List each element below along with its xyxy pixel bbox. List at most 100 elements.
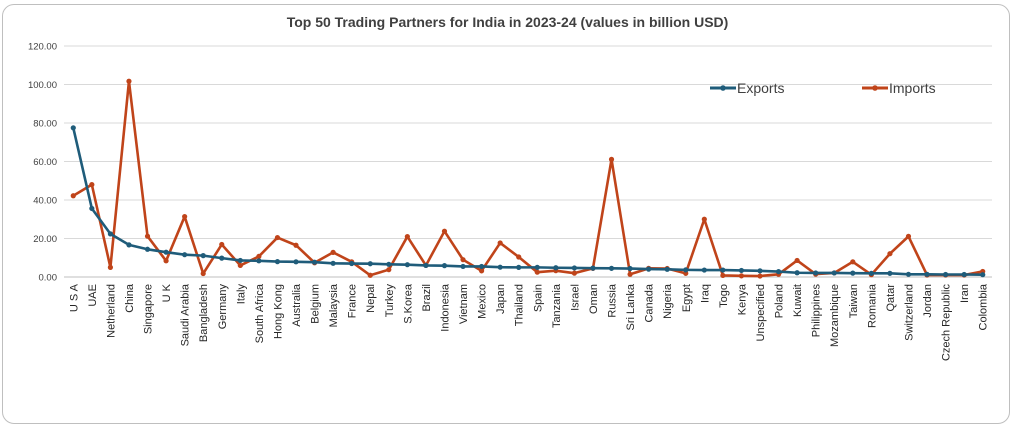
x-tick-label: Iran	[959, 284, 971, 303]
data-point-imports	[534, 269, 540, 275]
x-tick-label: South Africa	[254, 283, 266, 343]
data-point-exports	[571, 265, 578, 271]
x-tick-label: Switzerland	[903, 284, 915, 341]
data-point-imports	[386, 267, 392, 273]
y-tick-label: 40.00	[33, 196, 57, 207]
y-tick-label: 0.00	[39, 273, 58, 284]
data-point-imports	[70, 193, 76, 199]
x-tick-label: Togo	[718, 284, 730, 308]
data-point-exports	[330, 260, 336, 266]
data-point-exports	[144, 246, 151, 252]
data-point-exports	[441, 263, 448, 269]
data-point-imports	[404, 233, 410, 240]
data-point-exports	[868, 270, 874, 276]
data-point-exports	[516, 264, 522, 270]
data-point-imports	[144, 233, 151, 239]
x-tick-label: Malaysia	[328, 283, 340, 327]
x-tick-label: Brazil	[421, 284, 433, 312]
series-layer	[70, 78, 986, 279]
x-tick-label: S.Korea	[402, 283, 414, 324]
data-point-exports	[182, 252, 188, 258]
data-point-exports	[237, 257, 243, 264]
x-tick-label: Tanzania	[551, 283, 563, 328]
series-line-exports	[72, 127, 983, 276]
data-point-imports	[163, 258, 169, 264]
series-line-imports	[72, 79, 983, 278]
x-tick-label: Hong Kong	[272, 284, 284, 339]
data-point-exports	[200, 253, 206, 259]
x-tick-label: Unspecified	[755, 284, 767, 341]
data-point-exports	[293, 259, 299, 265]
x-tick-label: UAE	[87, 284, 99, 307]
data-point-imports	[293, 242, 299, 248]
x-tick-label: Turkey	[384, 284, 396, 318]
x-tick-label: Sri Lanka	[625, 283, 637, 330]
legend-dot-imports	[872, 85, 878, 91]
x-tick-label: Singapore	[143, 284, 155, 334]
gridlines	[64, 45, 992, 278]
x-tick-label: Russia	[607, 283, 619, 318]
chart-title: Top 50 Trading Partners for India in 202…	[286, 14, 729, 30]
data-point-imports	[887, 251, 893, 257]
data-point-exports	[534, 264, 540, 270]
x-tick-label: Nigeria	[662, 283, 674, 319]
x-tick-label: Czech Republic	[941, 284, 953, 362]
x-tick-label: Vietnam	[458, 284, 470, 324]
data-point-imports	[330, 249, 336, 255]
data-point-exports	[590, 265, 596, 271]
data-point-imports	[182, 213, 188, 220]
data-point-exports	[460, 263, 466, 270]
data-point-imports	[441, 228, 448, 234]
x-tick-label: Oman	[588, 284, 600, 314]
data-point-imports	[738, 273, 745, 279]
data-point-exports	[349, 260, 355, 267]
data-point-imports	[89, 182, 95, 188]
data-point-exports	[757, 268, 763, 274]
data-point-imports	[460, 257, 466, 263]
data-point-imports	[200, 270, 206, 277]
data-point-imports	[794, 257, 800, 264]
data-point-exports	[794, 270, 800, 276]
data-point-exports	[701, 267, 707, 273]
y-tick-label: 120.00	[28, 42, 57, 53]
x-tick-label: France	[347, 284, 359, 318]
y-tick-label: 80.00	[33, 119, 57, 130]
data-point-imports	[571, 270, 578, 276]
x-tick-label: China	[124, 283, 136, 313]
x-tick-label: Taiwan	[848, 284, 860, 318]
data-point-imports	[497, 240, 503, 246]
data-point-exports	[831, 270, 837, 276]
data-point-imports	[850, 259, 856, 265]
data-point-imports	[516, 254, 522, 260]
data-point-imports	[608, 156, 615, 162]
x-tick-label: Canada	[644, 283, 656, 322]
x-axis: U S A UAE Netherland China Singapore U K Saudi…	[68, 283, 989, 361]
y-tick-label: 20.00	[33, 234, 57, 245]
legend-dot-exports	[720, 85, 726, 91]
data-point-imports	[256, 253, 262, 260]
data-point-imports	[274, 234, 281, 241]
data-point-imports	[219, 241, 225, 248]
x-tick-label: Italy	[235, 284, 247, 305]
legend-label-imports: Imports	[889, 80, 936, 96]
x-tick-label: Thailand	[514, 284, 526, 326]
data-point-exports	[367, 261, 373, 267]
data-point-exports	[89, 205, 95, 212]
x-tick-label: Philippines	[811, 284, 823, 338]
x-tick-label: Spain	[532, 284, 544, 312]
x-tick-label: Nepal	[365, 284, 377, 313]
x-tick-label: Australia	[291, 283, 303, 327]
x-tick-label: Mexico	[477, 284, 489, 319]
data-point-imports	[367, 272, 373, 278]
y-tick-label: 60.00	[33, 157, 57, 168]
data-point-imports	[107, 264, 113, 270]
data-point-exports	[126, 242, 132, 248]
data-point-imports	[701, 216, 707, 222]
data-point-imports	[905, 233, 912, 239]
y-axis: 0.00 20.00 40.00 60.00 80.00 100.00 120.00	[28, 42, 57, 284]
x-tick-label: Iraq	[699, 284, 711, 303]
data-point-exports	[887, 270, 893, 276]
chart-frame	[2, 4, 1010, 424]
data-point-exports	[274, 259, 281, 265]
